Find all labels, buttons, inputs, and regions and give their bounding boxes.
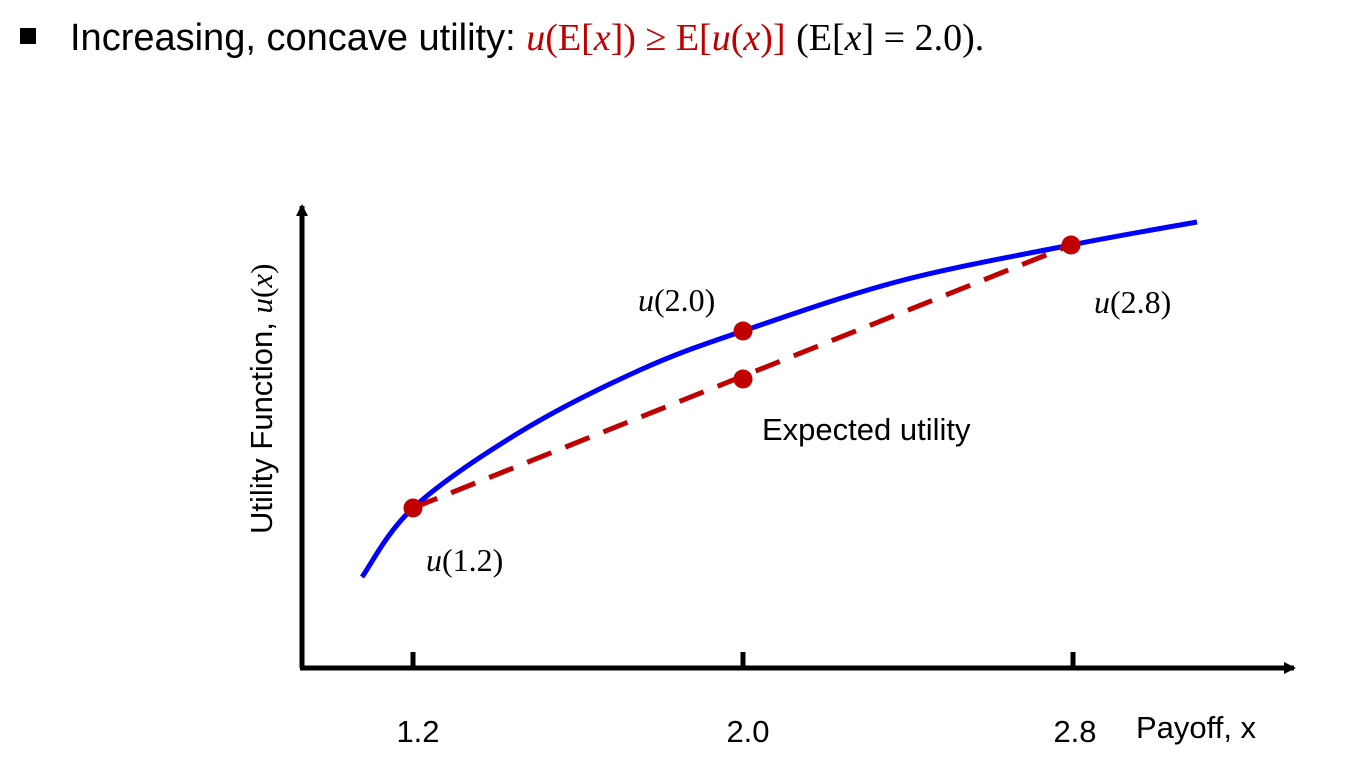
point-u-2-8 (1061, 235, 1081, 255)
x-axis-label: Payoff, x (1136, 710, 1257, 745)
label-u-1-2: u(1.2) (426, 542, 503, 578)
y-axis-label: Utility Function, u(x) (244, 264, 279, 534)
expected-utility-chord (412, 242, 1072, 511)
x-tick-label: 1.2 (396, 714, 439, 749)
x-tick-label: 2.8 (1053, 714, 1096, 749)
headline: Increasing, concave utility: u(E[x]) ≥ E… (20, 14, 984, 62)
headline-lead: Increasing, concave utility: (70, 17, 516, 59)
point-u-1-2 (403, 498, 423, 518)
jensen-inequality: u(E[x]) ≥ E[u(x)] (526, 17, 786, 59)
point-u-2-0 (733, 321, 753, 341)
label-u-2-0: u(2.0) (638, 282, 715, 318)
label-expected-utility: Expected utility (762, 412, 971, 447)
utility-curve (359, 219, 1198, 579)
point-expected-utility (733, 369, 753, 389)
label-u-2-8: u(2.8) (1094, 284, 1171, 320)
x-tick-label: 2.0 (726, 714, 769, 749)
square-bullet-icon (20, 28, 36, 44)
expected-value-note: (E[x] = 2.0). (796, 17, 985, 59)
